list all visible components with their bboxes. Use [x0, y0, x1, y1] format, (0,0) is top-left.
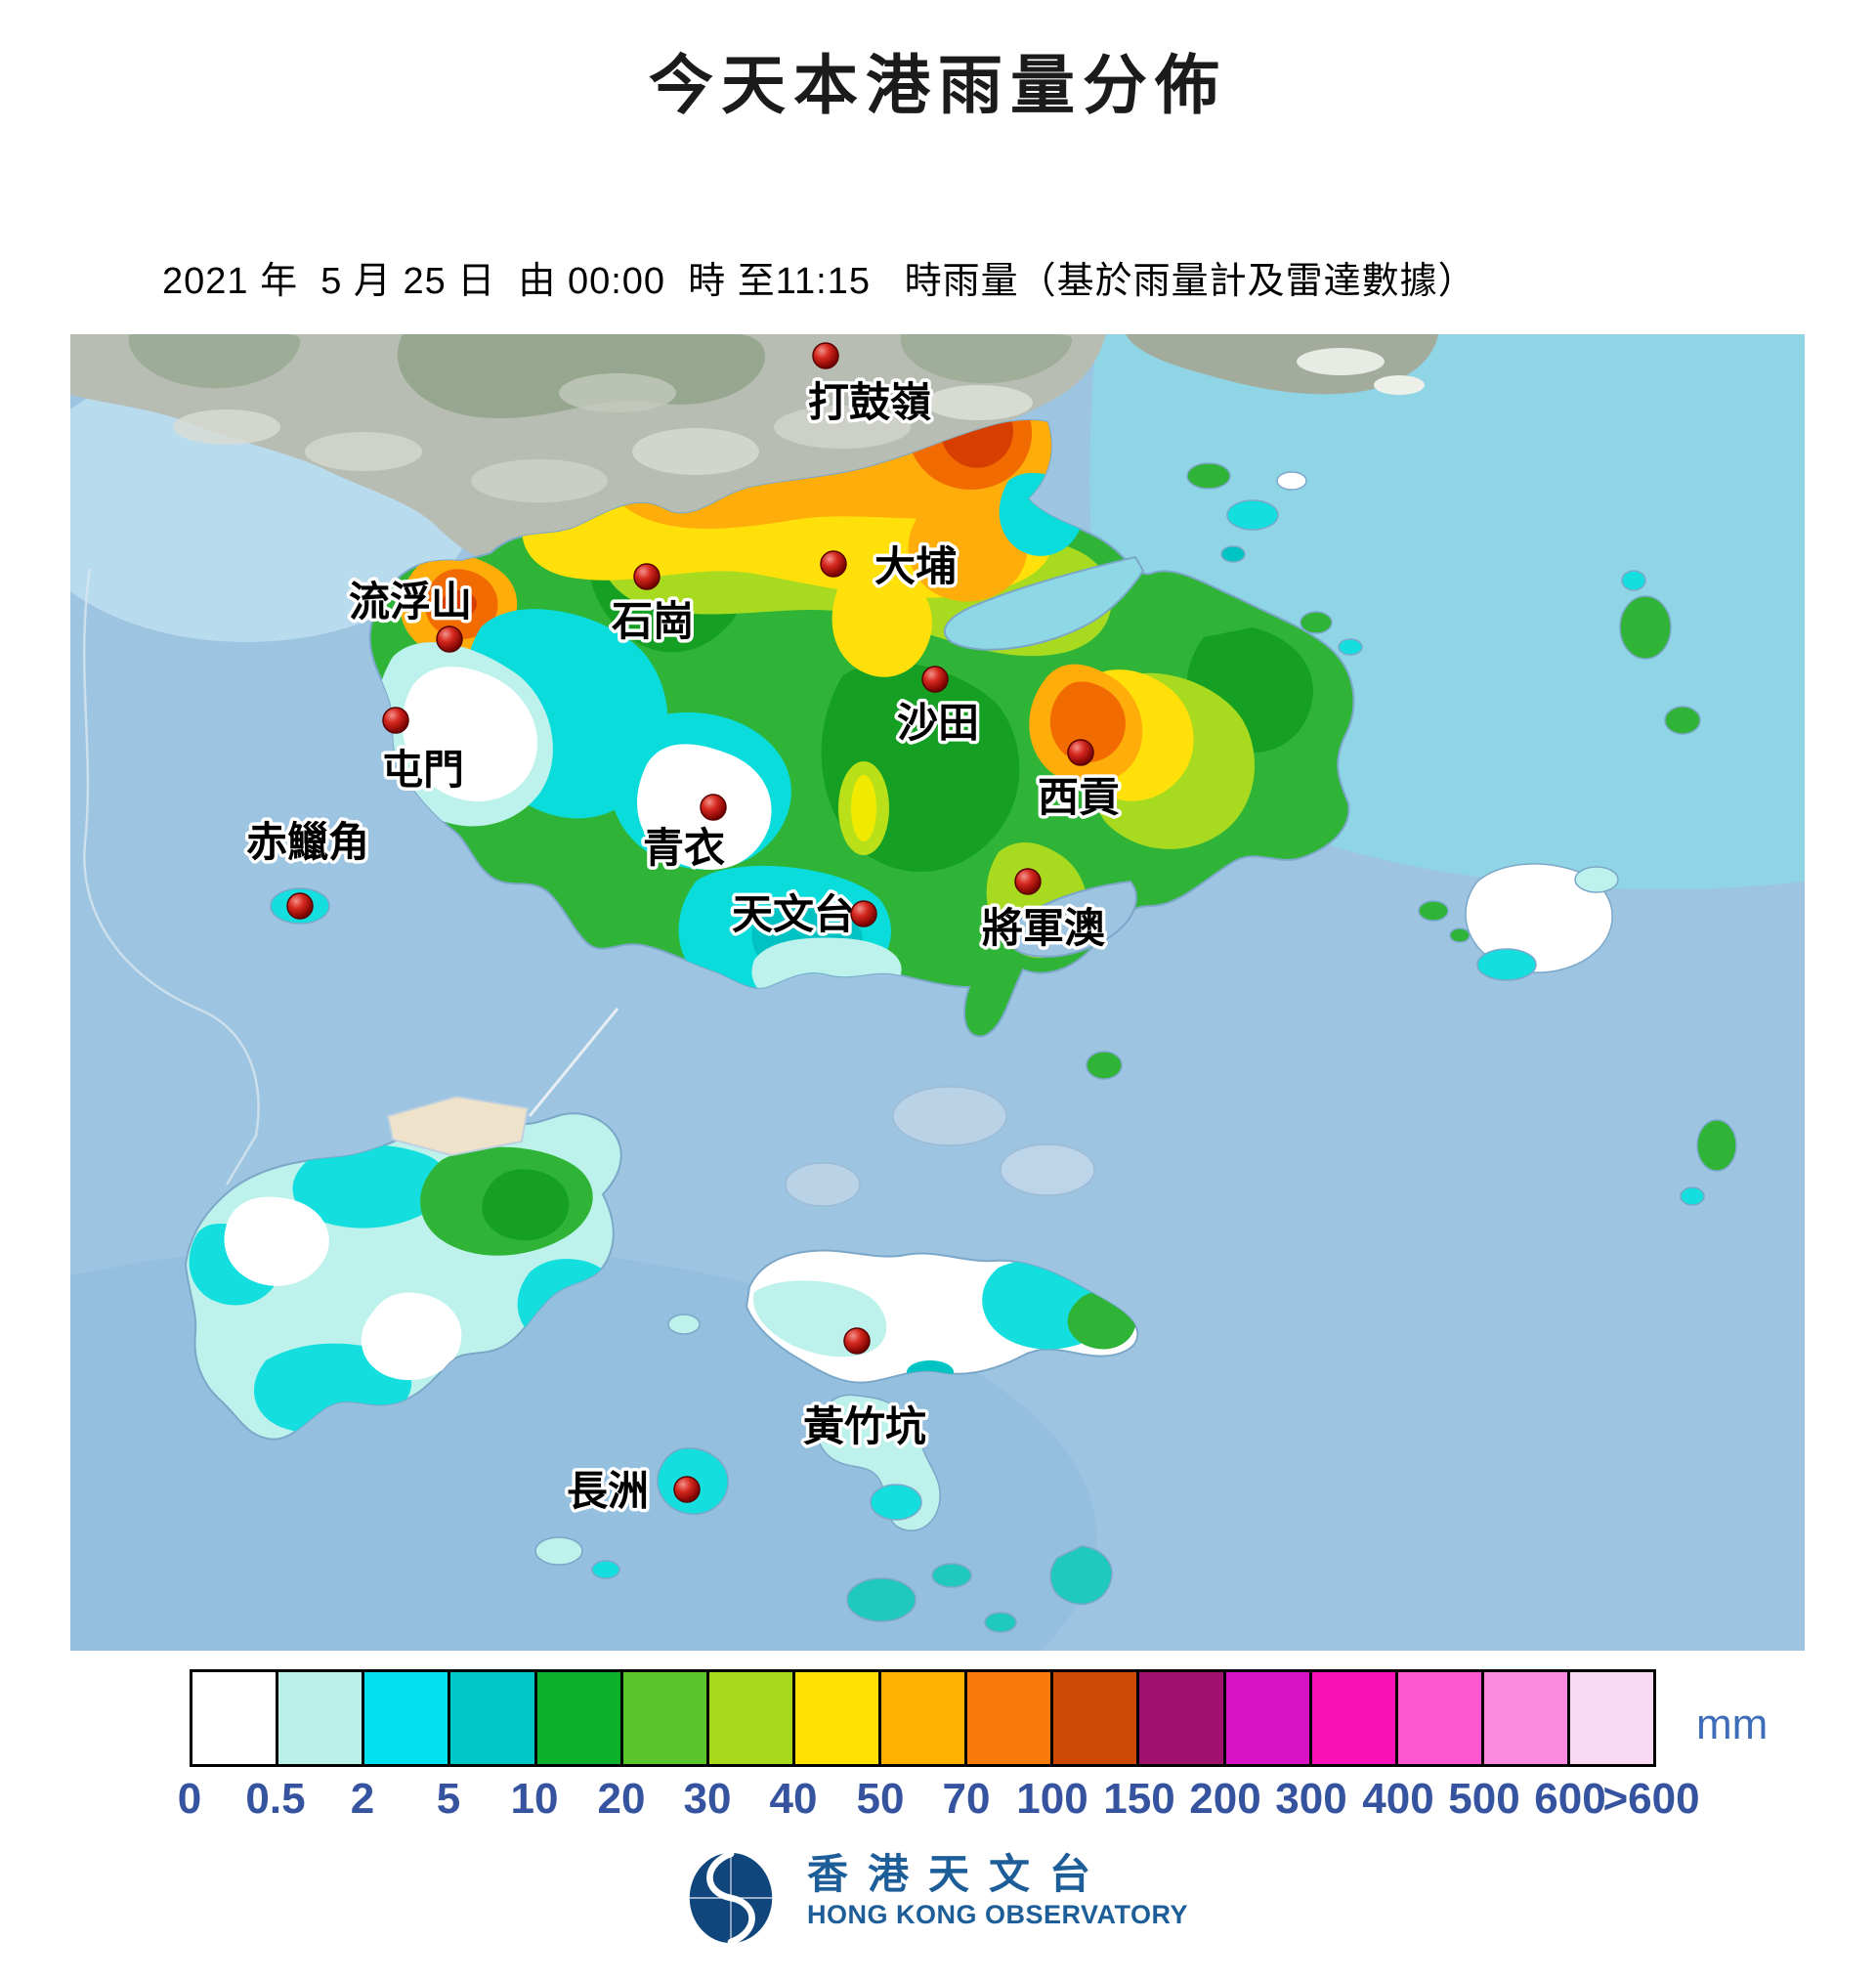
station-label: 屯門: [382, 747, 464, 793]
hko-name-chinese: 香港天文台: [807, 1851, 1111, 1897]
page-title: 今天本港雨量分佈: [649, 49, 1227, 121]
station-marker: [850, 900, 877, 927]
map-subtitle-dateline: 2021 年 5 月 25 日 由 00:00 時 至11:15 時雨量（基於雨…: [162, 261, 1476, 302]
legend-tick: 20: [597, 1775, 646, 1823]
station-marker: [436, 625, 463, 653]
station-marker: [843, 1327, 871, 1355]
boundary-line: [82, 568, 260, 1185]
legend-ticks: 0 0.5 2 5 10 20 30 40 50 70 100 150 200 …: [178, 1775, 1753, 1826]
outlying-islands: [270, 462, 1737, 1633]
legend-cell: [1394, 1669, 1484, 1767]
station-sai-kung: 西貢: [1034, 739, 1124, 824]
station-marker: [382, 707, 409, 734]
station-tuen-mun: 屯門: [378, 707, 468, 797]
station-shek-kong: 石崗: [608, 563, 698, 648]
legend-cell: [362, 1669, 451, 1767]
station-tseung-kwan-o: 將軍澳: [978, 868, 1109, 955]
hko-logo-text: 香港天文台 HONG KONG OBSERVATORY: [807, 1849, 1188, 1931]
station-marker: [700, 794, 727, 821]
station-label: 長洲: [567, 1468, 649, 1514]
legend-cell: [1136, 1669, 1226, 1767]
station-label: 沙田: [897, 700, 979, 746]
station-marker: [673, 1476, 701, 1503]
station-marker: [633, 563, 661, 590]
legend-tick: 0: [177, 1775, 202, 1823]
map-svg: 流浮山 打鼓嶺 大埔 石崗 沙田 屯門 西貢 青衣: [0, 334, 1805, 1830]
station-observatory: 天文台: [728, 888, 877, 941]
station-ta-kwu-ling: 打鼓嶺: [804, 342, 935, 429]
station-label: 流浮山: [349, 579, 472, 625]
legend-tick: 5: [436, 1775, 461, 1823]
legend-cell: [448, 1669, 537, 1767]
legend-tick: 600: [1534, 1775, 1606, 1823]
harbour-patches: [785, 1086, 1095, 1207]
station-sha-tin: 沙田: [893, 666, 983, 750]
station-label: 打鼓嶺: [808, 379, 931, 425]
legend-tick: 2: [350, 1775, 375, 1823]
station-label: 青衣: [643, 825, 725, 871]
station-marker: [820, 550, 847, 578]
hko-name-english: HONG KONG OBSERVATORY: [807, 1900, 1189, 1929]
legend-cell: [1567, 1669, 1657, 1767]
stations: 流浮山 打鼓嶺 大埔 石崗 沙田 屯門 西貢 青衣: [242, 342, 1124, 1518]
legend-cell: [1050, 1669, 1140, 1767]
tolo-harbour: [943, 555, 1145, 651]
legend-cell: [705, 1669, 795, 1767]
legend-tick: 10: [510, 1775, 559, 1823]
port-shelter: [1007, 880, 1137, 958]
airport-platform: [386, 1095, 530, 1157]
station-tsing-yi: 青衣: [639, 794, 729, 875]
station-tai-po: 大埔: [820, 540, 960, 593]
legend-tick: 200: [1189, 1775, 1261, 1823]
legend-tick: 30: [683, 1775, 732, 1823]
station-label: 將軍澳: [982, 905, 1106, 951]
legend-colour-scale: [190, 1669, 1657, 1767]
legend-tick: 0.5: [245, 1775, 306, 1823]
lantau-island: [184, 1008, 622, 1441]
legend-tick: 500: [1448, 1775, 1520, 1823]
legend-cell: [276, 1669, 365, 1767]
rainfall-map: 流浮山 打鼓嶺 大埔 石崗 沙田 屯門 西貢 青衣: [0, 334, 1805, 1830]
legend-tick: >600: [1602, 1775, 1700, 1823]
legend-cell: [533, 1669, 623, 1767]
station-label: 天文台: [732, 891, 855, 937]
legend-tick: 70: [942, 1775, 991, 1823]
station-label: 黃竹坑: [803, 1403, 926, 1449]
legend-cell: [1480, 1669, 1570, 1767]
station-lau-fau-shan: 流浮山: [345, 576, 476, 653]
station-marker: [812, 342, 839, 369]
station-chek-lap-kok: 赤鱲角: [242, 816, 373, 920]
station-label: 赤鱲角: [246, 819, 369, 865]
legend-tick: 40: [769, 1775, 818, 1823]
station-label: 西貢: [1038, 774, 1120, 820]
legend-cell: [619, 1669, 709, 1767]
station-marker: [1067, 739, 1094, 766]
legend-tick: 50: [856, 1775, 905, 1823]
hko-logo: 香港天文台 HONG KONG OBSERVATORY: [684, 1849, 1188, 1947]
station-cheung-chau: 長洲: [563, 1465, 701, 1518]
station-marker: [286, 892, 314, 920]
station-wong-chuk-hang: 黃竹坑: [799, 1327, 930, 1453]
station-label: 大埔: [874, 543, 957, 589]
legend-unit-label: mm: [1696, 1701, 1769, 1748]
legend-cell: [878, 1669, 968, 1767]
legend-cell: [791, 1669, 881, 1767]
station-marker: [921, 666, 949, 693]
legend-cell: [1308, 1669, 1398, 1767]
legend-cell: [1222, 1669, 1312, 1767]
legend-tick: 400: [1362, 1775, 1434, 1823]
station-marker: [1014, 868, 1042, 895]
station-label: 石崗: [612, 598, 694, 644]
legend-tick: 300: [1275, 1775, 1347, 1823]
lantau-link-bridge: [528, 1008, 619, 1117]
legend-tick: 100: [1016, 1775, 1088, 1823]
hko-emblem-icon: [687, 1850, 775, 1946]
shenzhen-land: [70, 334, 1438, 561]
legend-cell: [964, 1669, 1054, 1767]
legend-tick: 150: [1103, 1775, 1175, 1823]
legend-cell: [190, 1669, 279, 1767]
